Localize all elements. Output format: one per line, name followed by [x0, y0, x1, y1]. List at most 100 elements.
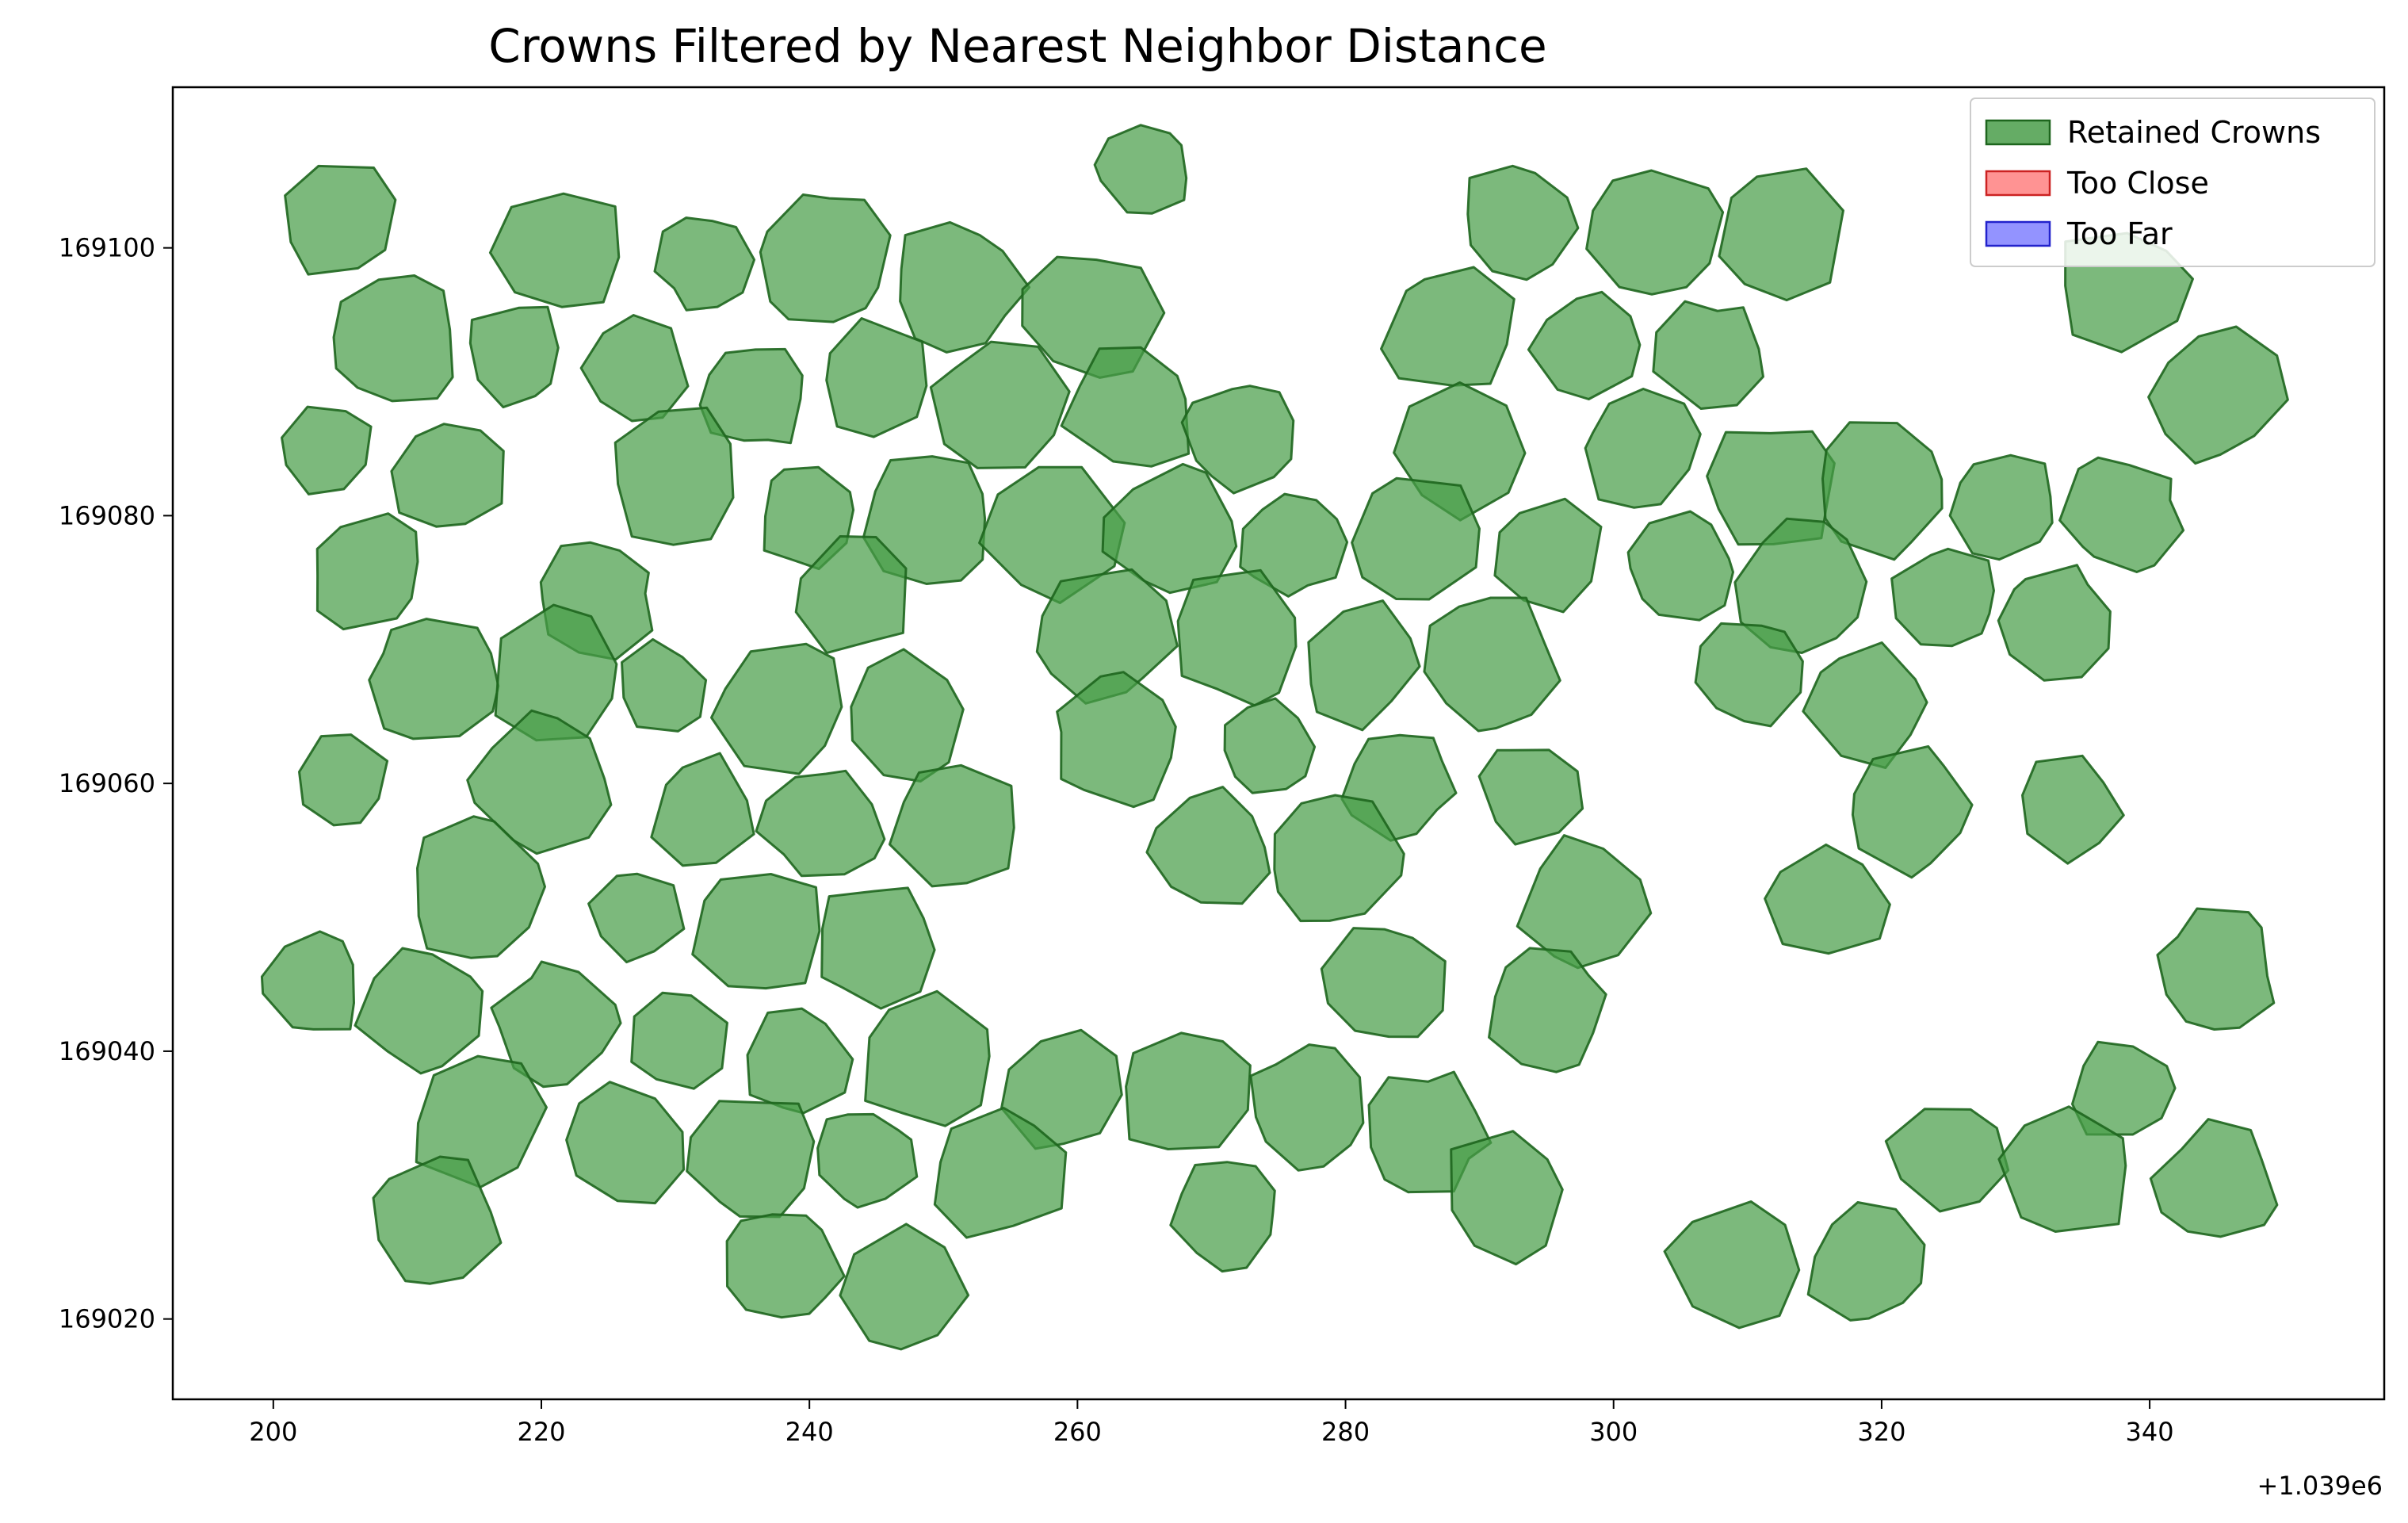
x-tick-label: 260 — [1053, 1417, 1102, 1447]
crowns-layer — [260, 124, 2289, 1351]
crown-polygon — [621, 637, 708, 733]
crown-polygon — [1351, 476, 1481, 601]
crown-polygon — [468, 305, 560, 409]
crown-polygon — [494, 603, 618, 742]
crown-polygon — [816, 1112, 919, 1209]
legend-swatch-retained — [1985, 119, 2051, 146]
crown-polygon — [1320, 927, 1447, 1039]
crown-polygon — [1307, 599, 1421, 732]
legend-swatch-too-far — [1985, 220, 2051, 247]
crown-polygon — [1145, 786, 1271, 905]
crown-polygon — [2071, 1040, 2177, 1136]
crown-polygon — [825, 317, 928, 438]
crown-polygon — [1169, 1161, 1276, 1273]
crown-polygon — [1180, 385, 1295, 495]
crown-polygon — [613, 406, 735, 546]
crown-polygon — [1584, 388, 1702, 509]
crown-polygon — [1093, 124, 1188, 215]
crown-polygon — [794, 535, 908, 655]
legend-label-too-far: Too Far — [2066, 216, 2173, 251]
legend-swatch-too-close — [1985, 170, 2051, 197]
crown-polygon — [820, 886, 936, 1010]
crown-polygon — [755, 769, 886, 878]
crown-polygon — [416, 815, 546, 959]
crown-polygon — [565, 1081, 686, 1205]
crown-polygon — [1851, 744, 1974, 879]
x-tick-label: 300 — [1589, 1417, 1638, 1447]
crown-polygon — [579, 314, 690, 423]
crown-polygon — [1890, 547, 1995, 648]
chart-title: Crowns Filtered by Nearest Neighbor Dist… — [488, 19, 1547, 73]
crown-polygon — [1466, 164, 1580, 281]
crown-polygon — [1176, 568, 1298, 707]
crown-polygon — [1125, 1031, 1252, 1150]
crown-polygon — [650, 752, 755, 867]
crown-polygon — [1239, 492, 1349, 598]
x-tick-label: 220 — [517, 1417, 565, 1447]
crown-polygon — [1056, 671, 1177, 809]
crown-polygon — [725, 1213, 846, 1319]
crown-polygon — [332, 274, 454, 403]
crown-polygon — [899, 220, 1031, 354]
crown-polygon — [759, 193, 892, 323]
crown-polygon — [1802, 641, 1928, 769]
x-tick-label: 200 — [249, 1417, 297, 1447]
crown-polygon — [1948, 453, 2054, 561]
crown-polygon — [1733, 517, 1868, 654]
crown-polygon — [839, 1223, 970, 1351]
crown-polygon — [763, 465, 855, 571]
crown-polygon — [1884, 1108, 2010, 1213]
crown-polygon — [1493, 497, 1603, 614]
crown-polygon — [888, 763, 1015, 888]
crown-polygon — [1477, 748, 1584, 846]
crown-polygon — [1527, 290, 1642, 400]
crown-polygon — [260, 930, 355, 1031]
crown-polygon — [686, 1100, 816, 1219]
crown-polygon — [372, 1155, 503, 1285]
plot-frame — [171, 86, 2386, 1401]
crown-polygon — [710, 642, 843, 775]
crown-polygon — [630, 991, 728, 1090]
x-tick-label: 320 — [1857, 1417, 1905, 1447]
crown-polygon — [864, 989, 991, 1127]
y-tick-label: 169080 — [59, 500, 155, 530]
legend: Retained Crowns Too Close Too Far — [1970, 98, 2376, 267]
legend-label-too-close: Too Close — [2066, 166, 2209, 201]
crown-polygon — [1997, 1105, 2127, 1233]
crown-polygon — [390, 423, 505, 528]
crown-polygon — [1380, 266, 1516, 387]
crown-polygon — [1273, 794, 1405, 923]
crown-polygon — [354, 947, 484, 1075]
crown-polygon — [2058, 456, 2185, 573]
x-axis: 200 220 240 260 280 300 320 340 — [249, 1399, 2174, 1447]
crown-polygon — [587, 872, 686, 964]
crown-polygon — [933, 1107, 1068, 1239]
y-tick-label: 169100 — [59, 233, 155, 263]
x-tick-label: 240 — [785, 1417, 834, 1447]
crown-polygon — [1718, 167, 1844, 302]
crown-polygon — [1423, 596, 1561, 733]
crown-polygon — [1652, 300, 1764, 410]
crown-polygon — [1585, 169, 1725, 296]
crown-polygon — [1663, 1200, 1801, 1330]
y-tick-label: 169040 — [59, 1036, 155, 1066]
crown-polygon — [1249, 1043, 1365, 1172]
crown-polygon — [1488, 947, 1607, 1073]
crown-polygon — [281, 405, 373, 496]
crown-polygon — [2149, 1118, 2279, 1238]
x-tick-label: 340 — [2126, 1417, 2174, 1447]
crown-polygon — [653, 216, 756, 312]
crown-polygon — [929, 340, 1071, 469]
y-tick-label: 169020 — [59, 1304, 155, 1334]
crown-polygon — [1450, 1130, 1564, 1266]
crown-polygon — [2156, 907, 2276, 1031]
x-tick-label: 280 — [1321, 1417, 1370, 1447]
crown-polygon — [488, 192, 621, 308]
crown-polygon — [298, 733, 389, 827]
y-tick-label: 169060 — [59, 768, 155, 798]
crown-polygon — [1806, 1201, 1926, 1322]
crown-polygon — [284, 164, 397, 276]
crown-polygon — [691, 873, 821, 990]
crown-polygon — [850, 648, 965, 783]
